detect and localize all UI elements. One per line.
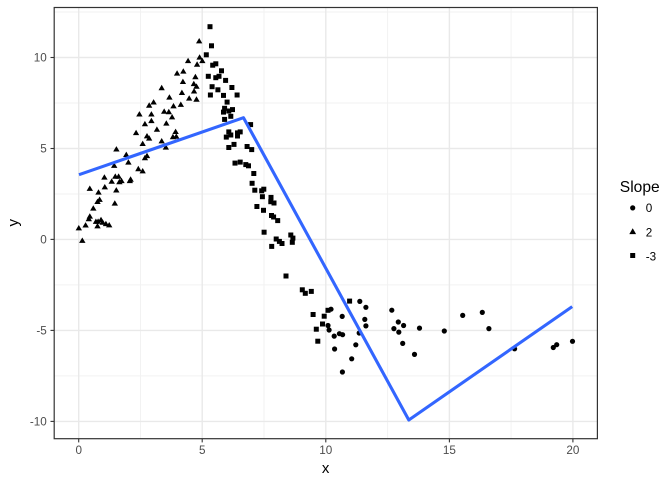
svg-text:-5: -5 — [36, 325, 47, 338]
svg-text:5: 5 — [199, 444, 206, 457]
svg-text:20: 20 — [566, 444, 580, 457]
svg-text:5: 5 — [40, 143, 47, 156]
svg-text:y: y — [5, 218, 22, 226]
svg-text:Slope: Slope — [620, 179, 660, 196]
svg-text:2: 2 — [646, 227, 653, 240]
svg-text:0: 0 — [40, 234, 47, 247]
svg-text:-10: -10 — [30, 416, 47, 429]
svg-text:10: 10 — [34, 52, 48, 65]
svg-text:15: 15 — [443, 444, 457, 457]
svg-text:10: 10 — [319, 444, 333, 457]
svg-text:0: 0 — [646, 202, 653, 215]
svg-text:x: x — [322, 460, 330, 477]
svg-text:-3: -3 — [646, 251, 656, 264]
svg-text:0: 0 — [75, 444, 82, 457]
